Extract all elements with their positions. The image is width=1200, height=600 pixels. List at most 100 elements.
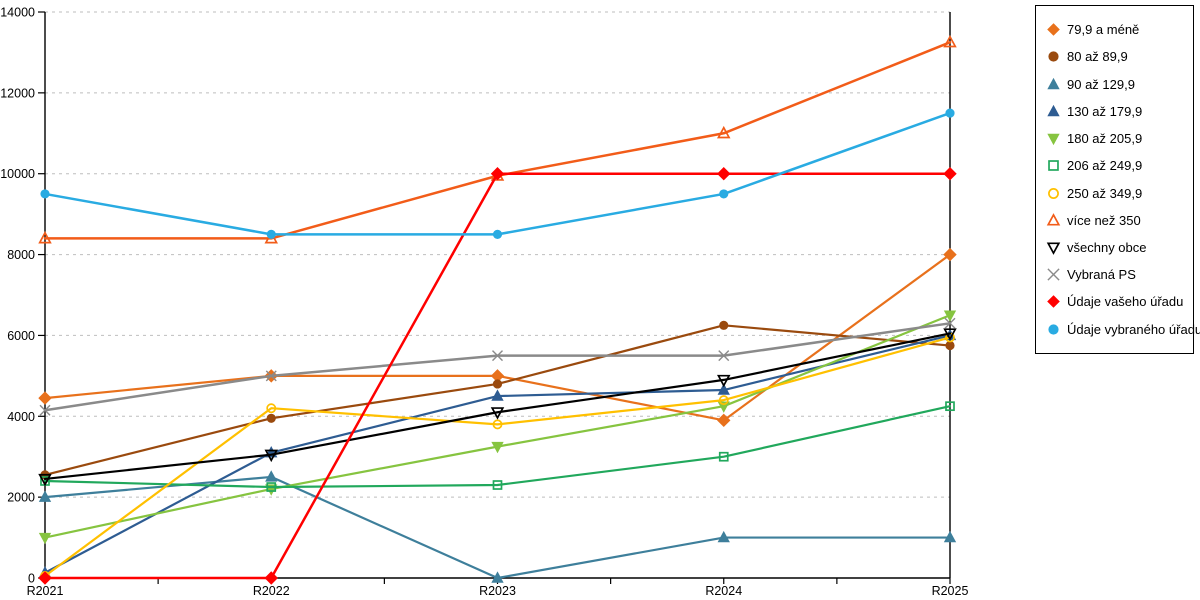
data-point-marker <box>1046 212 1061 226</box>
data-point-marker <box>717 167 731 181</box>
legend-diamond-icon <box>1047 23 1060 37</box>
legend-label: 79,9 a méně <box>1067 22 1140 38</box>
legend-label: 130 až 179,9 <box>1067 103 1143 119</box>
series-9 <box>38 328 957 487</box>
data-point-marker <box>943 167 957 181</box>
legend-item: Vybraná PS <box>1046 267 1193 282</box>
legend-label: 90 až 129,9 <box>1067 76 1135 92</box>
data-point-marker <box>266 482 277 492</box>
data-point-marker <box>38 532 52 545</box>
legend-diamond-icon <box>1047 295 1060 309</box>
y-tick-label: 8000 <box>7 248 35 262</box>
data-point-marker <box>40 189 50 199</box>
legend-label: 180 až 205,9 <box>1067 131 1143 147</box>
data-point-marker <box>1047 133 1060 146</box>
data-point-marker <box>38 391 52 405</box>
data-point-marker <box>265 370 277 382</box>
data-point-marker <box>1047 77 1060 89</box>
data-point-marker <box>717 401 730 413</box>
series-8 <box>38 34 957 244</box>
data-point-marker <box>1048 187 1059 199</box>
legend-label: 250 až 349,9 <box>1067 185 1143 201</box>
legend-square-icon <box>1048 160 1059 172</box>
data-point-marker <box>1047 104 1060 117</box>
data-point-marker <box>266 229 276 239</box>
data-point-marker <box>717 413 731 428</box>
data-point-marker <box>943 530 957 543</box>
series-line <box>43 41 952 240</box>
data-point-marker <box>490 407 505 420</box>
data-point-marker <box>943 310 957 322</box>
legend-triangle-up-icon <box>1046 212 1061 226</box>
data-point-marker <box>945 340 955 351</box>
x-tick-label: R2025 <box>932 584 969 598</box>
data-point-marker <box>492 379 503 389</box>
series-line <box>43 475 952 580</box>
legend-item: všechny obce <box>1046 240 1193 255</box>
data-point-marker <box>1047 295 1060 309</box>
legend-label: 206 až 249,9 <box>1067 158 1143 174</box>
data-point-marker <box>719 320 729 330</box>
data-point-marker <box>945 401 955 412</box>
legend-item: 80 až 89,9 <box>1046 49 1193 64</box>
data-point-marker <box>1048 160 1059 172</box>
legend-item: 130 až 179,9 <box>1046 104 1193 119</box>
data-point-marker <box>266 403 277 414</box>
data-point-marker <box>717 383 730 395</box>
y-tick-label: 10000 <box>0 167 35 181</box>
data-point-marker <box>490 167 505 181</box>
data-point-marker <box>491 571 504 583</box>
data-point-marker <box>945 108 955 118</box>
data-point-marker <box>264 571 278 585</box>
data-point-marker <box>38 490 52 502</box>
legend-label: Vybraná PS <box>1067 267 1136 283</box>
y-tick-label: 2000 <box>7 491 35 505</box>
series-12 <box>40 108 955 239</box>
data-point-marker <box>492 350 503 362</box>
data-point-marker <box>718 395 729 406</box>
y-tick-label: 0 <box>28 572 35 586</box>
legend-item: 90 až 129,9 <box>1046 77 1193 92</box>
legend-label: všechny obce <box>1067 239 1147 255</box>
data-point-marker <box>943 34 957 48</box>
series-6 <box>40 401 955 492</box>
data-point-marker <box>39 404 51 416</box>
data-point-marker <box>943 328 957 341</box>
legend-item: 250 až 349,9 <box>1046 186 1193 201</box>
legend-item: 180 až 205,9 <box>1046 131 1193 146</box>
series-3 <box>38 470 957 583</box>
y-tick-label: 4000 <box>7 410 35 424</box>
legend-label: Údaje vybraného úřadu <box>1067 321 1200 337</box>
legend-label: 80 až 89,9 <box>1067 49 1128 65</box>
series-4 <box>38 328 957 578</box>
data-point-marker <box>1047 268 1060 281</box>
y-tick-label: 14000 <box>0 6 35 20</box>
data-point-marker <box>491 441 504 454</box>
data-point-marker <box>719 189 729 199</box>
y-tick-label: 12000 <box>0 86 35 100</box>
data-point-marker <box>1046 242 1061 255</box>
data-point-marker <box>492 480 503 490</box>
x-tick-label: R2022 <box>253 584 290 598</box>
legend-item: 206 až 249,9 <box>1046 158 1193 173</box>
legend-x-icon <box>1047 268 1060 281</box>
legend-triangle-up-icon <box>1047 104 1060 117</box>
legend-circle-icon <box>1048 51 1059 63</box>
x-tick-label: R2023 <box>479 584 516 598</box>
legend-item: Údaje vašeho úřadu <box>1046 294 1193 309</box>
legend-label: více než 350 <box>1067 212 1141 228</box>
data-point-marker <box>264 449 278 463</box>
legend-triangle-down-icon <box>1046 242 1061 255</box>
series-line <box>43 314 952 539</box>
data-point-marker <box>38 473 52 487</box>
legend-circle-icon <box>1048 187 1059 199</box>
legend-item: Údaje vybraného úřadu <box>1046 322 1200 337</box>
data-point-marker <box>492 419 503 430</box>
data-point-marker <box>717 530 730 543</box>
data-point-marker <box>38 571 52 585</box>
data-point-marker <box>265 470 278 482</box>
legend-circle-icon <box>1048 324 1059 335</box>
series-line <box>43 405 952 489</box>
legend-triangle-down-icon <box>1047 133 1060 146</box>
